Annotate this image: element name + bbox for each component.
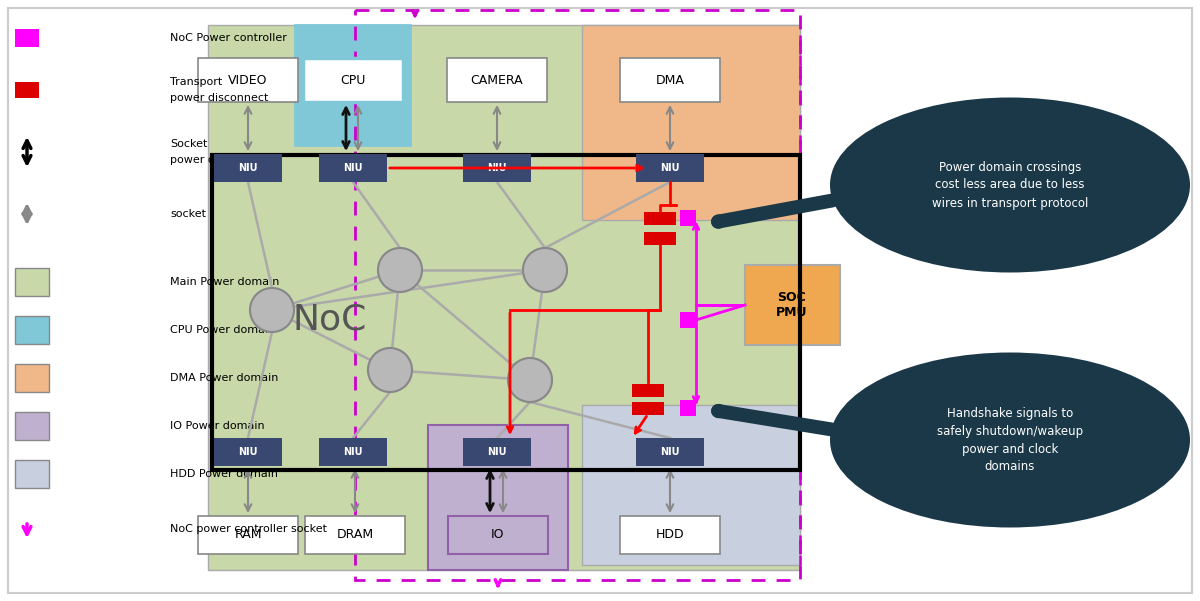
Bar <box>636 438 704 466</box>
Bar <box>745 265 840 345</box>
Text: DRAM: DRAM <box>336 528 373 542</box>
Bar <box>14 29 38 47</box>
Text: Handshake signals to
safely shutdown/wakeup
power and clock
domains: Handshake signals to safely shutdown/wak… <box>937 406 1084 474</box>
Bar <box>295 25 410 145</box>
Bar <box>214 154 282 182</box>
Text: power disconnect: power disconnect <box>170 93 269 103</box>
Bar <box>14 412 49 440</box>
Bar <box>428 425 568 570</box>
Text: HDD: HDD <box>655 528 684 542</box>
Bar <box>680 210 696 226</box>
Ellipse shape <box>830 353 1190 528</box>
Bar <box>632 384 664 397</box>
Bar <box>198 516 298 554</box>
Text: DMA: DMA <box>655 73 684 87</box>
Text: power disconnect: power disconnect <box>170 155 269 165</box>
Text: NoC power controller socket: NoC power controller socket <box>170 524 326 534</box>
Bar <box>463 438 530 466</box>
Bar <box>14 316 49 344</box>
Bar <box>448 516 548 554</box>
Circle shape <box>508 358 552 402</box>
Text: NIU: NIU <box>660 447 679 457</box>
Text: NIU: NIU <box>239 163 258 173</box>
Circle shape <box>523 248 568 292</box>
Text: IO: IO <box>491 528 505 542</box>
Text: NIU: NIU <box>487 447 506 457</box>
Bar <box>582 405 800 565</box>
Text: NIU: NIU <box>343 163 362 173</box>
Text: Power domain crossings
cost less area due to less
wires in transport protocol: Power domain crossings cost less area du… <box>932 160 1088 210</box>
Bar <box>319 438 386 466</box>
Bar <box>198 58 298 102</box>
Text: NoC Power controller: NoC Power controller <box>170 33 287 43</box>
Text: NIU: NIU <box>343 447 362 457</box>
Text: Main Power domain: Main Power domain <box>170 277 280 287</box>
Text: DMA Power domain: DMA Power domain <box>170 373 278 383</box>
Bar <box>302 58 403 102</box>
Text: CPU: CPU <box>341 73 366 87</box>
Bar <box>14 460 49 488</box>
Bar <box>14 364 49 392</box>
Bar <box>446 58 547 102</box>
Text: SOC
PMU: SOC PMU <box>776 291 808 319</box>
Ellipse shape <box>830 97 1190 272</box>
Bar <box>680 400 696 416</box>
Bar <box>212 155 800 470</box>
Circle shape <box>368 348 412 392</box>
Bar <box>319 154 386 182</box>
Bar <box>14 82 38 98</box>
Bar <box>463 154 530 182</box>
Bar <box>644 212 676 225</box>
Bar <box>208 25 800 570</box>
Text: VIDEO: VIDEO <box>228 73 268 87</box>
Circle shape <box>250 288 294 332</box>
Text: CAMERA: CAMERA <box>470 73 523 87</box>
Text: Socket: Socket <box>170 139 208 149</box>
Text: NIU: NIU <box>239 447 258 457</box>
Bar <box>582 25 800 220</box>
Bar <box>214 438 282 466</box>
Text: HDD Power domain: HDD Power domain <box>170 469 278 479</box>
Text: NIU: NIU <box>487 163 506 173</box>
Bar <box>305 516 406 554</box>
Text: NoC: NoC <box>293 303 367 337</box>
Text: Transport: Transport <box>170 77 222 87</box>
Bar <box>636 154 704 182</box>
Text: socket: socket <box>170 209 206 219</box>
Text: NIU: NIU <box>660 163 679 173</box>
Bar <box>14 268 49 296</box>
Bar <box>644 232 676 245</box>
Text: IO Power domain: IO Power domain <box>170 421 265 431</box>
Text: CPU Power domain: CPU Power domain <box>170 325 275 335</box>
Bar <box>680 312 696 328</box>
Circle shape <box>378 248 422 292</box>
Bar <box>620 58 720 102</box>
Text: RAM: RAM <box>234 528 262 542</box>
Bar <box>355 10 800 580</box>
Bar <box>632 402 664 415</box>
Bar <box>620 516 720 554</box>
